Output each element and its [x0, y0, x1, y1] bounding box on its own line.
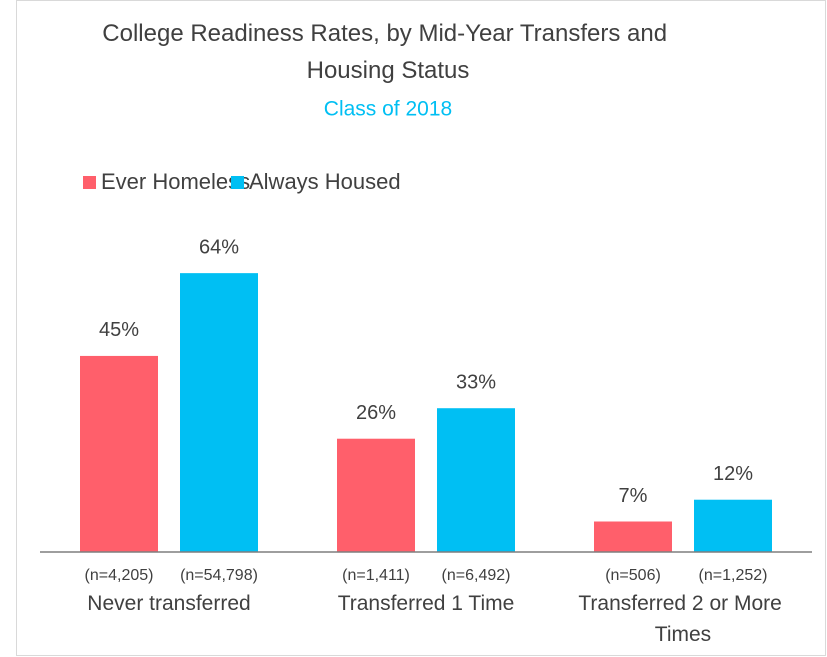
sample-size-label: (n=506) — [605, 567, 661, 584]
bar — [180, 273, 258, 552]
chart-subtitle: Class of 2018 — [324, 98, 452, 121]
sample-size-label: (n=4,205) — [85, 567, 154, 584]
bar — [694, 499, 772, 552]
value-label: 7% — [619, 485, 648, 507]
bar — [437, 408, 515, 552]
legend-swatch — [231, 176, 244, 189]
legend-swatch — [83, 176, 96, 189]
x-tick-label: Never transferred — [87, 592, 250, 615]
value-label: 64% — [199, 236, 239, 258]
sample-size-label: (n=1,411) — [342, 567, 410, 584]
value-label: 26% — [356, 402, 396, 424]
bar — [337, 438, 415, 552]
sample-size-label: (n=6,492) — [442, 567, 511, 584]
sample-size-label: (n=1,252) — [699, 567, 768, 584]
chart-frame — [16, 0, 826, 656]
legend-label: Ever Homeless — [101, 169, 250, 194]
legend-label: Always Housed — [249, 169, 401, 194]
x-tick-label: Transferred 1 Time — [338, 592, 515, 615]
value-label: 12% — [713, 463, 753, 485]
bar — [80, 355, 158, 552]
chart-title: College Readiness Rates, by Mid-Year Tra… — [102, 20, 673, 84]
sample-size-label: (n=54,798) — [180, 567, 258, 584]
value-label: 45% — [99, 319, 139, 341]
bar — [594, 521, 672, 552]
value-label: 33% — [456, 371, 496, 393]
x-tick-label: Transferred 2 or More Times — [578, 592, 787, 646]
